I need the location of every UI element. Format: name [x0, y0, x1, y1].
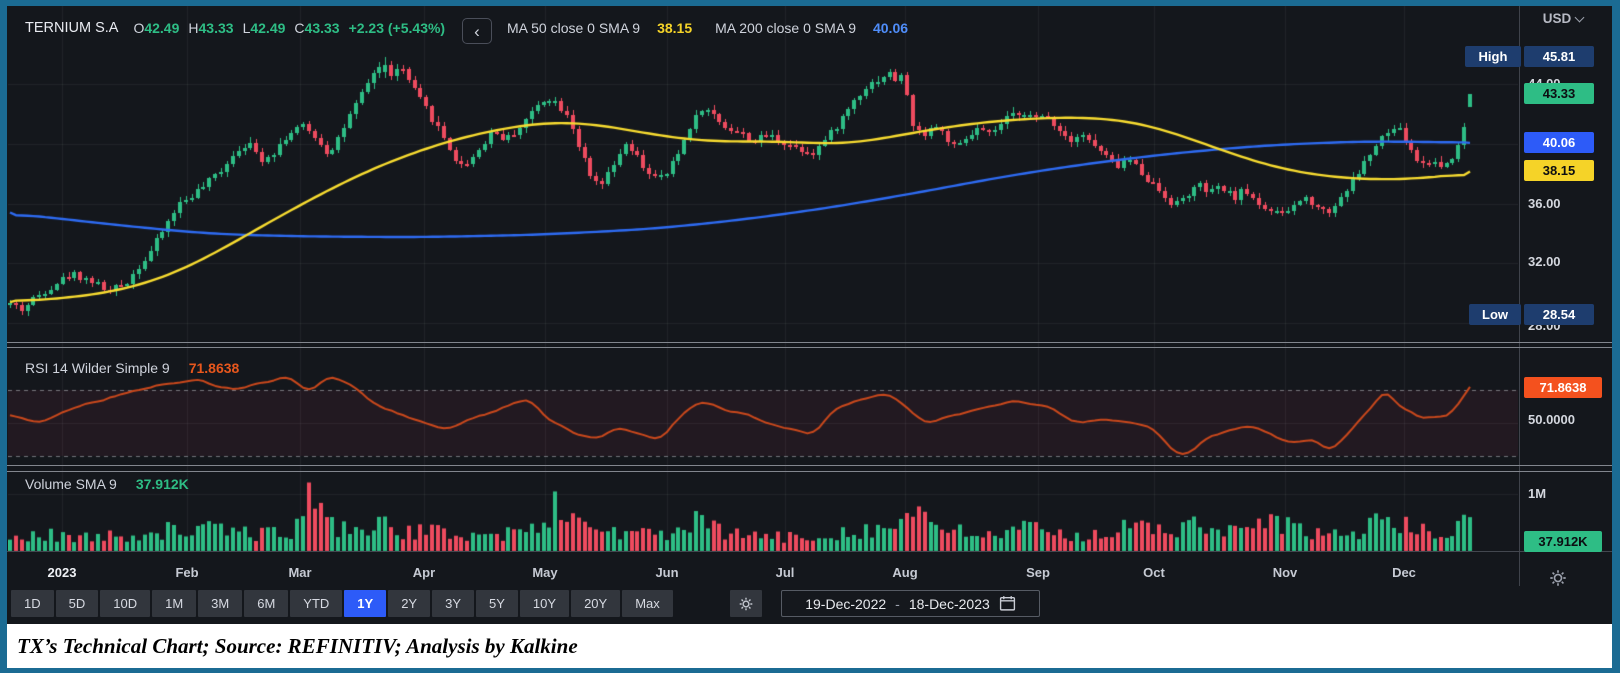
volume-value: 37.912K	[135, 476, 189, 492]
range-button-10d[interactable]: 10D	[100, 590, 151, 617]
time-axis-label-nov: Nov	[1272, 565, 1298, 580]
low-label-chip: Low	[1469, 304, 1521, 325]
time-axis-label-dec: Dec	[1392, 565, 1416, 580]
currency-selector[interactable]: USD	[1524, 8, 1602, 30]
range-button-20y[interactable]: 20Y	[571, 590, 621, 617]
volume-legend: Volume SMA 9 37.912K	[25, 476, 189, 492]
volume-value-badge: 37.912K	[1524, 531, 1602, 552]
high-label-chip: High	[1465, 46, 1521, 67]
symbol-legend: TERNIUM S.A O42.49 H43.33 L42.49 C43.33 …	[25, 20, 445, 36]
range-button-6m[interactable]: 6M	[244, 590, 289, 617]
ma200-price-badge: 40.06	[1524, 132, 1594, 153]
ma-legend: MA 50 close 0 SMA 9 38.15 MA 200 close 0…	[507, 20, 908, 36]
time-axis-label-feb: Feb	[175, 565, 199, 580]
range-button-5d[interactable]: 5D	[55, 590, 99, 617]
ma50-value: 38.15	[657, 20, 693, 36]
price-tick-32: 32.00	[1528, 254, 1561, 269]
caption-strip: TX’s Technical Chart; Source: REFINITIV;…	[7, 624, 1612, 668]
volume-label: Volume SMA 9	[25, 476, 117, 492]
chart-panel: TERNIUM S.A O42.49 H43.33 L42.49 C43.33 …	[7, 6, 1612, 624]
date-separator: -	[895, 595, 900, 612]
timeframe-toolbar: 1D 5D 10D 1M 3M 6M YTD 1Y 2Y 3Y 5Y 10Y 20Y Max	[11, 590, 673, 617]
scale-settings-gear-icon[interactable]	[1547, 567, 1569, 594]
price-axis-border	[1519, 6, 1520, 586]
high-value-badge: 45.81	[1524, 46, 1594, 67]
time-axis-label-may: May	[532, 565, 558, 580]
low-value-badge: 28.54	[1524, 304, 1594, 325]
ma200-value: 40.06	[872, 20, 909, 36]
range-button-1d[interactable]: 1D	[11, 590, 54, 617]
range-button-ytd[interactable]: YTD	[290, 590, 343, 617]
time-axis-label-jun: Jun	[655, 565, 679, 580]
pane-separator[interactable]	[7, 465, 1612, 466]
collapse-legend-button[interactable]: ‹	[462, 18, 492, 44]
time-axis-label-mar: Mar	[288, 565, 312, 580]
chevron-down-icon	[1574, 12, 1585, 23]
price-chart-canvas[interactable]	[8, 6, 1518, 552]
ohlc-low: L42.49	[242, 20, 286, 36]
time-axis-label-apr: Apr	[412, 565, 436, 580]
time-axis-label-sep: Sep	[1026, 565, 1050, 580]
pane-separator[interactable]	[7, 342, 1612, 343]
symbol-name: TERNIUM S.A	[25, 20, 119, 36]
time-axis-border	[7, 551, 1612, 552]
calendar-icon	[999, 595, 1016, 612]
pane-separator[interactable]	[7, 347, 1612, 348]
rsi-legend: RSI 14 Wilder Simple 9 71.8638	[25, 360, 239, 376]
ma50-label: MA 50 close 0 SMA 9	[507, 20, 641, 36]
range-button-3y[interactable]: 3Y	[432, 590, 475, 617]
range-button-3m[interactable]: 3M	[198, 590, 243, 617]
ohlc-high: H43.33	[188, 20, 234, 36]
range-button-2y[interactable]: 2Y	[388, 590, 431, 617]
rsi-value-badge: 71.8638	[1524, 377, 1602, 398]
change-value: +2.23 (+5.43%)	[348, 20, 446, 36]
pane-separator[interactable]	[7, 471, 1612, 472]
range-button-10y[interactable]: 10Y	[519, 590, 570, 617]
date-range-picker[interactable]: 19-Dec-2022 - 18-Dec-2023	[781, 590, 1040, 617]
caption-text: TX’s Technical Chart; Source: REFINITIV;…	[17, 634, 578, 658]
time-axis-label-oct: Oct	[1143, 565, 1165, 580]
ma200-label: MA 200 close 0 SMA 9	[715, 20, 856, 36]
time-axis-label-aug: Aug	[892, 565, 918, 580]
ohlc-open: O42.49	[133, 20, 180, 36]
date-from: 19-Dec-2022	[805, 595, 887, 612]
rsi-tick-50: 50.0000	[1528, 412, 1575, 427]
range-button-max[interactable]: Max	[622, 590, 673, 617]
time-axis-label-2023: 2023	[47, 565, 77, 580]
ohlc-close: C43.33	[294, 20, 340, 36]
range-button-5y[interactable]: 5Y	[476, 590, 518, 617]
range-button-1y[interactable]: 1Y	[344, 590, 387, 617]
time-axis-label-jul: Jul	[775, 565, 795, 580]
price-tick-36: 36.00	[1528, 196, 1561, 211]
chart-settings-gear-icon[interactable]	[730, 590, 762, 617]
date-to: 18-Dec-2023	[908, 595, 990, 612]
ma50-price-badge: 38.15	[1524, 160, 1594, 181]
last-price-badge: 43.33	[1524, 83, 1594, 104]
range-button-1m[interactable]: 1M	[152, 590, 197, 617]
volume-tick-1m: 1M	[1528, 486, 1547, 501]
rsi-label: RSI 14 Wilder Simple 9	[25, 360, 170, 376]
rsi-value: 71.8638	[188, 360, 240, 376]
